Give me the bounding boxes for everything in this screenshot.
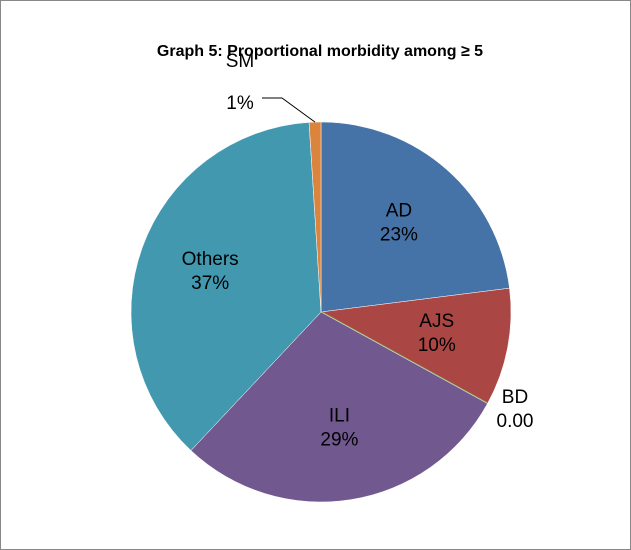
slice-label: BD [502,387,528,408]
slice-label: SM [226,51,255,72]
slice-label: ILI [329,405,350,426]
leader-line [262,97,316,123]
pie-slice [130,122,322,451]
pie-slice [320,121,510,313]
slice-value-label: 1% [226,93,254,114]
pie-slice [320,287,512,404]
pie-slice [190,311,488,503]
slice-value-label: 23% [380,225,418,246]
slice-label: AD [386,201,412,222]
slice-value-label: 29% [320,429,358,450]
slice-label: AJS [419,311,454,332]
slice-value-label: 37% [191,273,229,294]
slice-label: Others [182,249,239,270]
pie-slice [308,121,322,313]
slice-value-label: 10% [418,335,456,356]
slice-value-label: 0.00 [497,411,534,432]
chart-title: Graph 5: Proportional morbidity among ≥ … [157,43,483,60]
